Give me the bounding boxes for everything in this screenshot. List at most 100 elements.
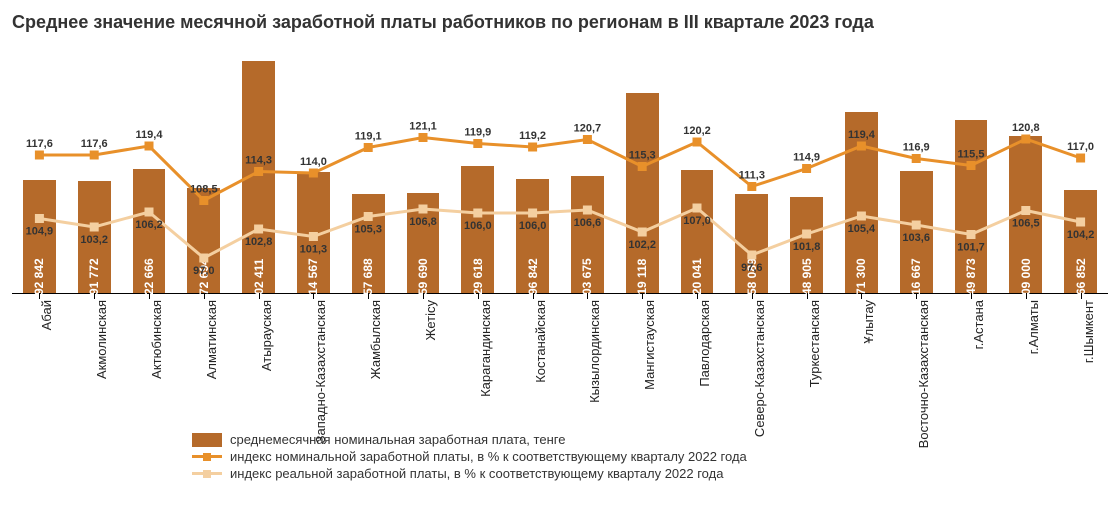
x-category-label: Акмолинская <box>94 300 109 379</box>
series-value-label: 114,0 <box>300 156 327 168</box>
chart-title: Среднее значение месячной заработной пла… <box>12 12 1108 33</box>
series-value-label: 104,9 <box>26 226 54 238</box>
series-marker <box>912 221 921 230</box>
legend-item-bar: среднемесячная номинальная заработная пл… <box>192 432 1108 447</box>
series-value-label: 114,3 <box>245 155 272 167</box>
series-value-label: 120,7 <box>574 123 602 135</box>
series-value-label: 115,5 <box>958 149 985 161</box>
series-marker <box>473 139 482 148</box>
series-marker <box>528 143 537 152</box>
series-value-label: 119,4 <box>136 129 164 141</box>
series-marker <box>912 154 921 163</box>
series-marker <box>364 143 373 152</box>
series-marker <box>1021 206 1030 215</box>
series-marker <box>802 164 811 173</box>
x-category: Жамбылская <box>341 296 396 426</box>
x-category: Туркестанская <box>779 296 834 426</box>
series-marker <box>638 162 647 171</box>
plot-area: 292 842291 772322 666272 694602 411314 5… <box>12 43 1108 294</box>
x-category: Актюбинская <box>122 296 177 426</box>
legend-swatch-line <box>192 450 222 464</box>
series-value-label: 120,8 <box>1012 122 1040 134</box>
x-category: Жетісу <box>396 296 451 426</box>
series-marker <box>90 223 99 232</box>
series-marker <box>35 214 44 223</box>
series-marker <box>254 167 263 176</box>
x-category: г.Алматы <box>998 296 1053 426</box>
series-value-label: 105,4 <box>848 223 876 235</box>
series-value-label: 120,2 <box>683 125 711 137</box>
chart: 292 842291 772322 666272 694602 411314 5… <box>12 43 1108 481</box>
legend-swatch-bar <box>192 433 222 447</box>
x-category-label: Ұлытау <box>861 300 876 344</box>
series-marker <box>857 212 866 221</box>
series-value-label: 106,8 <box>409 216 437 228</box>
x-category: Западно-Казахстанская <box>286 296 341 426</box>
x-category: Костанайская <box>505 296 560 426</box>
series-value-label: 101,8 <box>793 241 821 253</box>
series-value-label: 101,3 <box>300 244 328 256</box>
series-marker <box>967 230 976 239</box>
series-marker <box>1076 154 1085 163</box>
x-category: Абай <box>12 296 67 426</box>
x-category-label: Актюбинская <box>149 300 164 379</box>
series-value-label: 106,6 <box>574 217 602 229</box>
series-marker <box>693 138 702 147</box>
series-value-label: 106,2 <box>135 219 163 231</box>
x-axis: АбайАкмолинскаяАктюбинскаяАлматинскаяАты… <box>12 296 1108 426</box>
x-category-label: г.Алматы <box>1026 300 1041 354</box>
x-category-label: Павлодарская <box>697 300 712 387</box>
x-category-label: Атырауская <box>259 300 274 371</box>
x-category: Карагандинская <box>450 296 505 426</box>
series-value-label: 103,2 <box>80 234 108 246</box>
x-category-label: Жетісу <box>423 300 438 341</box>
x-category-label: г.Астана <box>971 300 986 349</box>
x-category-label: Кызылординская <box>587 300 602 403</box>
legend-item-nominal: индекс номинальной заработной платы, в %… <box>192 449 1108 464</box>
series-marker <box>90 151 99 160</box>
series-marker <box>802 230 811 239</box>
series-value-label: 115,3 <box>629 150 656 162</box>
series-value-label: 102,8 <box>245 236 273 248</box>
series-marker <box>145 208 154 217</box>
x-category-label: Северо-Казахстанская <box>752 300 767 437</box>
series-marker <box>199 254 208 263</box>
x-category: Кызылординская <box>560 296 615 426</box>
series-value-label: 106,5 <box>1012 218 1040 230</box>
series-marker <box>254 225 263 234</box>
series-value-label: 108,5 <box>190 184 218 196</box>
series-marker <box>1021 135 1030 144</box>
series-marker <box>857 142 866 151</box>
x-category: Северо-Казахстанская <box>724 296 779 426</box>
series-value-label: 97,0 <box>193 265 214 277</box>
series-marker <box>638 228 647 237</box>
series-value-label: 103,6 <box>902 232 930 244</box>
x-category-label: г.Шымкент <box>1081 300 1096 363</box>
x-category: Ұлытау <box>834 296 889 426</box>
x-category-label: Карагандинская <box>478 300 493 397</box>
series-value-label: 117,0 <box>1067 141 1094 153</box>
x-category-label: Жамбылская <box>368 300 383 379</box>
series-marker <box>309 232 318 241</box>
series-value-label: 106,0 <box>464 220 492 232</box>
x-category-label: Костанайская <box>533 300 548 383</box>
series-marker <box>309 169 318 178</box>
series-marker <box>419 133 428 142</box>
series-marker <box>583 206 592 215</box>
legend-label: среднемесячная номинальная заработная пл… <box>230 432 565 447</box>
legend-item-real: индекс реальной заработной платы, в % к … <box>192 466 1108 481</box>
series-marker <box>419 205 428 214</box>
series-value-label: 106,0 <box>519 220 547 232</box>
x-category: Атырауская <box>231 296 286 426</box>
series-marker <box>528 209 537 218</box>
series-value-label: 105,3 <box>354 224 382 236</box>
series-marker <box>364 212 373 221</box>
series-marker <box>473 209 482 218</box>
x-category-label: Туркестанская <box>807 300 822 387</box>
legend-label: индекс реальной заработной платы, в % к … <box>230 466 723 481</box>
series-marker <box>199 196 208 205</box>
series-value-label: 102,2 <box>628 239 656 251</box>
series-marker <box>583 135 592 144</box>
series-value-label: 111,3 <box>739 170 765 182</box>
x-category: г.Шымкент <box>1053 296 1108 426</box>
